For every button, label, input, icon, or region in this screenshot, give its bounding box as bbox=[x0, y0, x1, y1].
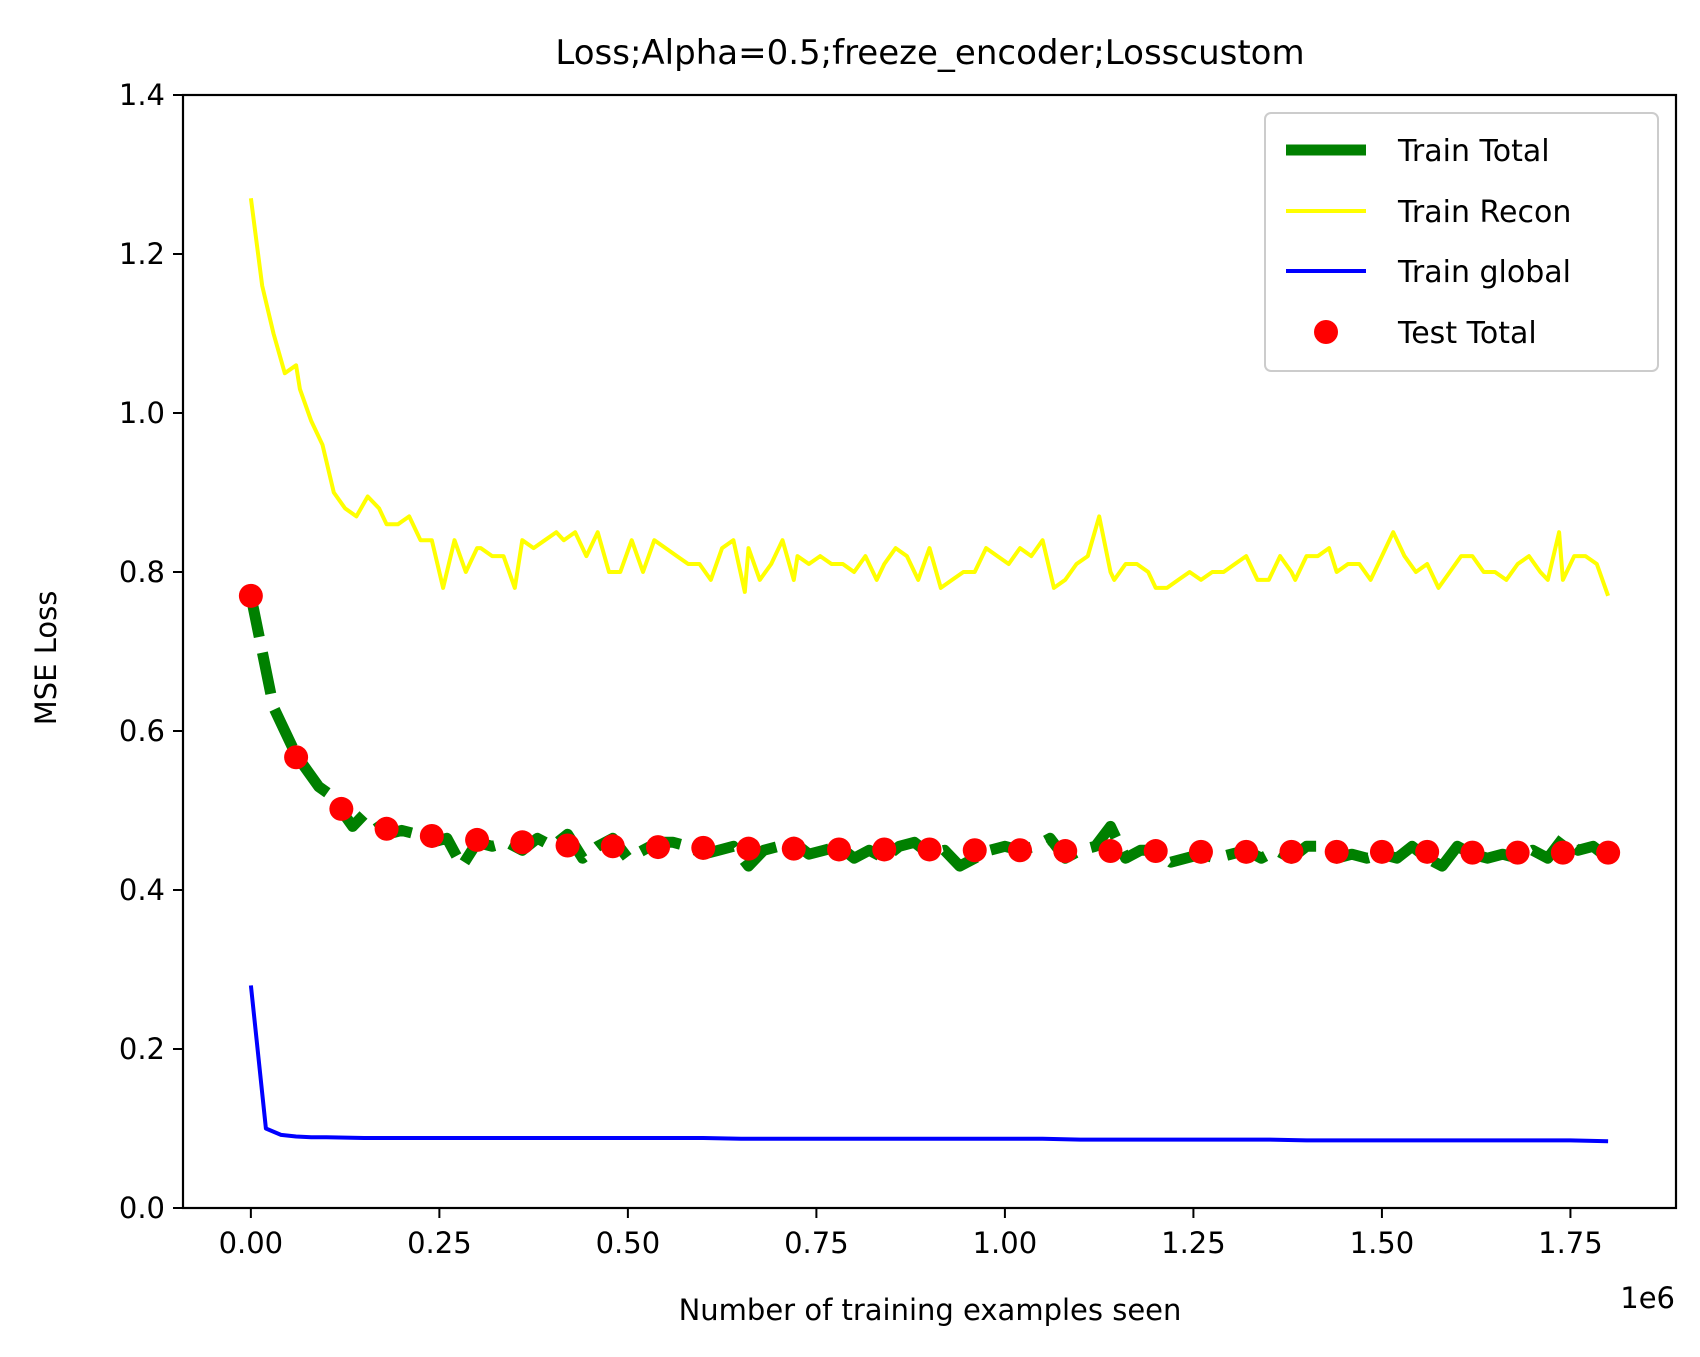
test-total-point bbox=[1098, 839, 1123, 864]
y-tick-label: 1.4 bbox=[119, 78, 165, 112]
test-total-point bbox=[238, 583, 263, 608]
test-total-point bbox=[555, 833, 580, 858]
test-total-point bbox=[736, 836, 761, 861]
x-tick-label: 1.25 bbox=[1161, 1226, 1226, 1260]
test-total-point bbox=[1143, 839, 1168, 864]
legend: Train Total Train Recon Train global Test T… bbox=[1264, 112, 1659, 372]
x-tick-label: 0.50 bbox=[596, 1226, 661, 1260]
train-recon-line bbox=[248, 198, 1610, 597]
y-tick-label: 0.0 bbox=[119, 1191, 165, 1225]
test-total-point bbox=[646, 835, 671, 860]
x-axis-offset-label: 1e6 bbox=[1620, 1281, 1675, 1315]
test-total-point bbox=[465, 827, 490, 852]
train-global-legend-label: Train global bbox=[1397, 255, 1571, 290]
x-tick-label: 1.75 bbox=[1538, 1226, 1603, 1260]
test-total-point bbox=[1234, 839, 1259, 864]
y-tick-label: 1.0 bbox=[119, 396, 165, 430]
y-axis-title: MSE Loss bbox=[29, 591, 63, 726]
test-total-point bbox=[962, 838, 987, 863]
chart-title: Loss;Alpha=0.5;freeze_encoder;Losscustom bbox=[555, 33, 1304, 73]
test-total-point bbox=[1550, 840, 1575, 865]
train-total-legend-label: Train Total bbox=[1397, 134, 1550, 169]
train-global-line bbox=[248, 985, 1609, 1144]
test-total-point bbox=[1369, 839, 1394, 864]
test-total-point bbox=[1324, 839, 1349, 864]
x-tick-label: 1.00 bbox=[973, 1226, 1038, 1260]
y-tick-label: 0.6 bbox=[119, 714, 165, 748]
x-tick-label: 0.25 bbox=[407, 1226, 472, 1260]
test-total-point bbox=[374, 816, 399, 841]
test-total-legend-label: Test Total bbox=[1397, 316, 1537, 351]
test-total-point bbox=[284, 745, 309, 770]
test-total-point bbox=[1188, 839, 1213, 864]
x-tick-label: 0.75 bbox=[784, 1226, 849, 1260]
test-total-point bbox=[691, 835, 716, 860]
test-total-point bbox=[917, 837, 942, 862]
legend-box bbox=[1264, 112, 1659, 372]
x-axis-title: Number of training examples seen bbox=[679, 1293, 1182, 1327]
test-total-point bbox=[419, 823, 444, 848]
plot-frame bbox=[181, 93, 1678, 1210]
train-recon-legend-label: Train Recon bbox=[1397, 195, 1571, 230]
test-total-point bbox=[1279, 839, 1304, 864]
test-total-point bbox=[1460, 840, 1485, 865]
test-total-point bbox=[1596, 840, 1621, 865]
test-total-point bbox=[1415, 839, 1440, 864]
test-total-point bbox=[1007, 838, 1032, 863]
test-total-point bbox=[1505, 840, 1530, 865]
x-tick-label: 0.00 bbox=[219, 1226, 284, 1260]
test-total-point bbox=[1053, 839, 1078, 864]
test-total-point bbox=[600, 834, 625, 859]
test-total-point bbox=[827, 837, 852, 862]
plot-area bbox=[238, 198, 1621, 1144]
test-total-point bbox=[872, 837, 897, 862]
test-total-point bbox=[781, 836, 806, 861]
test-total-point bbox=[329, 796, 354, 821]
y-tick-label: 1.2 bbox=[119, 237, 165, 271]
y-tick-label: 0.4 bbox=[119, 873, 165, 907]
x-tick-label: 1.50 bbox=[1350, 1226, 1415, 1260]
y-tick-label: 0.8 bbox=[119, 555, 165, 589]
test-total-point bbox=[510, 830, 535, 855]
test-total-legend-marker bbox=[1314, 320, 1338, 344]
y-tick-label: 0.2 bbox=[119, 1032, 165, 1066]
